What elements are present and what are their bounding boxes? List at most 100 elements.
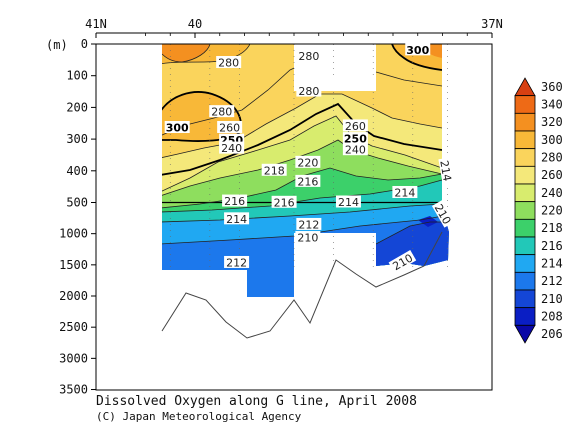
contour-label: 210: [295, 231, 321, 245]
contour-250-bold: [160, 102, 443, 176]
contour-label-bg: [295, 155, 321, 168]
y-tick-label: 3000: [59, 351, 88, 365]
missing-data-patch: [294, 80, 376, 91]
y-tick-label: 2500: [59, 320, 88, 334]
contour-label-text: 216: [224, 195, 245, 208]
contour-260-upper: [160, 55, 443, 137]
y-tick-label: 1000: [59, 227, 88, 241]
colorbar-label: 280: [541, 151, 563, 165]
colorbar-segment: [514, 130, 536, 150]
contour-label-bg: [224, 255, 250, 268]
contour-216: [160, 203, 443, 223]
contour-label-bg: [431, 200, 455, 228]
contour-label: 260: [342, 119, 368, 133]
contour-label: 280: [296, 49, 322, 63]
contour-label-text: 280: [218, 57, 239, 70]
contour-label-bg: [217, 121, 243, 134]
contour-label-text: 214: [338, 196, 359, 209]
contour-label-bg: [295, 231, 321, 244]
contour-label: 214: [392, 185, 418, 199]
band-320-340: [162, 44, 210, 62]
contour-label: 214: [335, 195, 361, 209]
y-tick-label: 400: [66, 164, 88, 178]
colorbar-segment: [514, 165, 536, 185]
contour-label-text: 280: [211, 106, 232, 119]
x-tick-label: 37N: [481, 17, 503, 31]
colorbar: 360 340 320 300 280 260 240 220 218 216 214 212 210 2…: [514, 77, 563, 344]
y-tick-label: 2000: [59, 289, 88, 303]
y-axis-unit: (m): [46, 38, 68, 52]
contour-label-text: 220: [297, 156, 318, 169]
colorbar-label: 240: [541, 186, 563, 200]
colorbar-segment: [514, 271, 536, 291]
contour-label-bg: [216, 56, 242, 69]
contour-label: 250: [342, 132, 368, 146]
colorbar-label: 208: [541, 310, 563, 324]
colorbar-label: 206: [541, 327, 563, 341]
contour-320: [161, 44, 211, 63]
x-tick-label: 41N: [85, 17, 107, 31]
contour-label-text: 212: [298, 218, 319, 231]
contour-label-text: 218: [264, 164, 285, 177]
colorbar-label: 214: [541, 257, 563, 271]
plot-frame: [95, 43, 493, 391]
contour-label-text: 214: [394, 186, 415, 199]
contour-label-bg: [295, 174, 321, 187]
colorbar-segment: [514, 218, 536, 238]
contour-label-bg: [342, 143, 368, 156]
colorbar-label: 220: [541, 204, 563, 218]
contour-label: 300: [405, 43, 431, 57]
contour-label-bg: [405, 43, 431, 56]
y-tick-label: 200: [66, 100, 88, 114]
contour-label-text: 240: [221, 142, 242, 155]
contour-label: 212: [296, 217, 322, 231]
colorbar-label: 320: [541, 115, 563, 129]
colorbar-label: 210: [541, 292, 563, 306]
contour-300-left: [160, 91, 242, 142]
contour-label-text: 250: [344, 133, 367, 146]
contour-label: 218: [261, 163, 287, 177]
colorbar-segment: [514, 95, 536, 114]
contour-label-text: 280: [298, 50, 319, 63]
contour-label: 212: [224, 255, 250, 269]
contour-label-text: 212: [226, 256, 247, 269]
band-208-210: [418, 216, 438, 227]
contour-label-text: 216: [297, 175, 318, 188]
contour-label-text: 260: [345, 120, 366, 133]
y-tick-label: 100: [66, 69, 88, 83]
contour-label-bg: [438, 157, 455, 184]
colorbar-label: 340: [541, 98, 563, 112]
contour-lines: [160, 44, 449, 245]
contour-260: [160, 115, 443, 193]
colorbar-segment: [514, 307, 536, 326]
contour-label-bg: [388, 250, 417, 273]
contour-label: 300: [164, 121, 190, 135]
contour-label: 220: [295, 155, 321, 169]
colorbar-label: 260: [541, 168, 563, 182]
contour-label-bg: [342, 119, 368, 132]
contour-label-bg: [164, 121, 190, 134]
contour-label-bg: [392, 185, 418, 198]
contour-label-bg: [271, 195, 297, 208]
contour-label-text: 216: [274, 196, 295, 209]
chart-title: Dissolved Oxygen along G line, April 200…: [96, 394, 417, 409]
latitude-axis: 41N 40 37N: [85, 17, 503, 38]
contour-label-text: 240: [345, 144, 366, 157]
colorbar-segment: [514, 289, 536, 309]
colorbar-segment: [514, 148, 536, 167]
contour-label-text: 300: [166, 122, 189, 135]
contour-label: 214: [437, 157, 455, 184]
contour-label-bg: [222, 194, 248, 207]
contour-220: [160, 167, 443, 209]
contour-label: 260: [217, 121, 243, 135]
credit-text: (C) Japan Meteorological Agency: [96, 410, 302, 423]
y-tick-label: 1500: [59, 258, 88, 272]
contour-label: 214: [224, 212, 250, 226]
contour-label: 216: [271, 195, 297, 209]
contour-label-bg: [335, 195, 361, 208]
contour-218: [160, 179, 443, 213]
colorbar-label: 212: [541, 274, 563, 288]
